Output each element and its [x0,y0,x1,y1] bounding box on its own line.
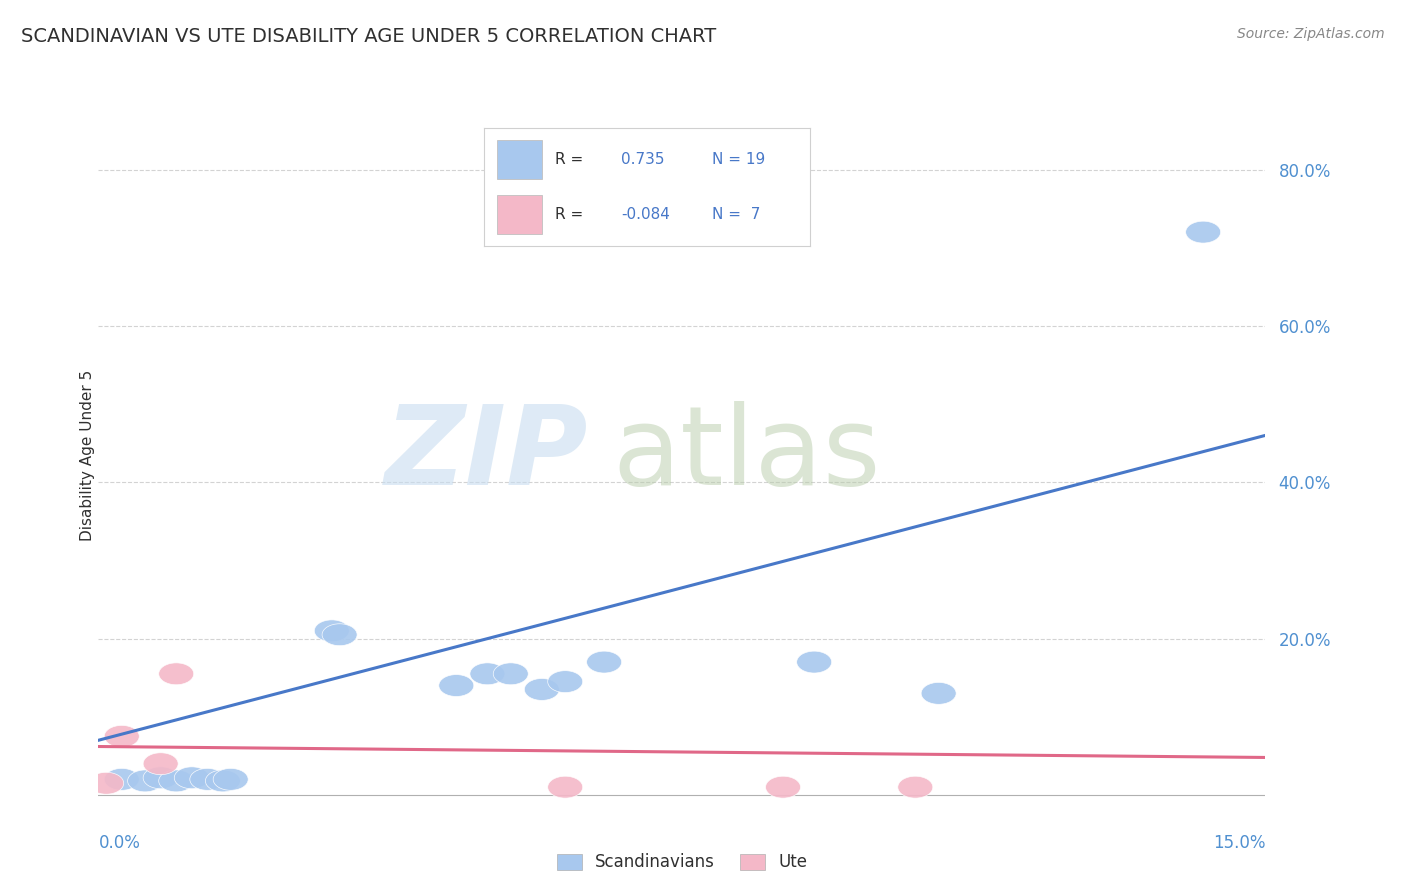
Text: SCANDINAVIAN VS UTE DISABILITY AGE UNDER 5 CORRELATION CHART: SCANDINAVIAN VS UTE DISABILITY AGE UNDER… [21,27,716,45]
Text: Source: ZipAtlas.com: Source: ZipAtlas.com [1237,27,1385,41]
Ellipse shape [104,768,139,790]
Ellipse shape [548,671,582,692]
Ellipse shape [548,776,582,798]
Y-axis label: Disability Age Under 5: Disability Age Under 5 [80,369,94,541]
Ellipse shape [921,682,956,705]
Ellipse shape [89,772,124,794]
Ellipse shape [494,663,529,685]
Ellipse shape [205,770,240,792]
Ellipse shape [104,725,139,747]
Text: 0.0%: 0.0% [98,834,141,852]
Ellipse shape [174,767,209,789]
Ellipse shape [190,768,225,790]
Ellipse shape [159,770,194,792]
Text: ZIP: ZIP [385,401,589,508]
Ellipse shape [214,768,249,790]
Legend: Scandinavians, Ute: Scandinavians, Ute [550,847,814,878]
Ellipse shape [315,620,349,641]
Ellipse shape [586,651,621,673]
Ellipse shape [797,651,832,673]
Ellipse shape [524,679,560,700]
Ellipse shape [1185,221,1220,243]
Text: 15.0%: 15.0% [1213,834,1265,852]
Text: atlas: atlas [612,401,880,508]
Ellipse shape [322,624,357,646]
Ellipse shape [470,663,505,685]
Ellipse shape [128,770,163,792]
Ellipse shape [159,663,194,685]
Ellipse shape [439,674,474,697]
Ellipse shape [143,767,179,789]
Ellipse shape [898,776,932,798]
Ellipse shape [143,753,179,774]
Ellipse shape [765,776,800,798]
